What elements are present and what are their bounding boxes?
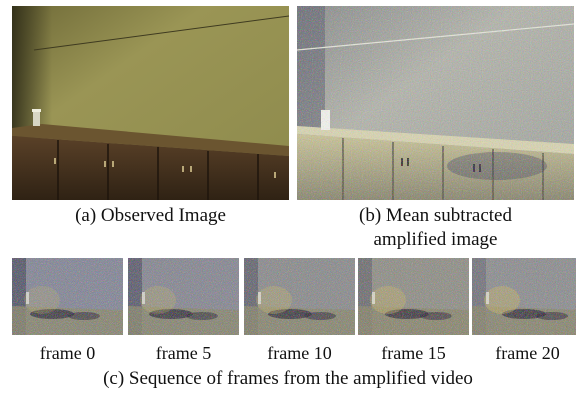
caption-b-line2: amplified image bbox=[373, 229, 498, 250]
caption-c: (c) Sequence of frames from the amplifie… bbox=[103, 368, 473, 389]
frame-label: frame 5 bbox=[155, 343, 212, 363]
frame-thumbnail bbox=[244, 258, 355, 335]
caption-b-line1: (b) Mean subtracted bbox=[359, 205, 512, 226]
caption-a: (a) Observed Image bbox=[75, 205, 226, 226]
frame-thumbnail bbox=[128, 258, 239, 335]
frame-thumbnail bbox=[472, 258, 576, 335]
frame-thumbnail bbox=[358, 258, 469, 335]
frame-label: frame 15 bbox=[381, 343, 446, 363]
amplified-image bbox=[297, 6, 574, 200]
frame-label: frame 20 bbox=[495, 343, 560, 363]
frame-label: frame 0 bbox=[39, 343, 96, 363]
observed-image bbox=[12, 6, 289, 200]
frame-label: frame 10 bbox=[267, 343, 332, 363]
frame-thumbnail bbox=[12, 258, 123, 335]
